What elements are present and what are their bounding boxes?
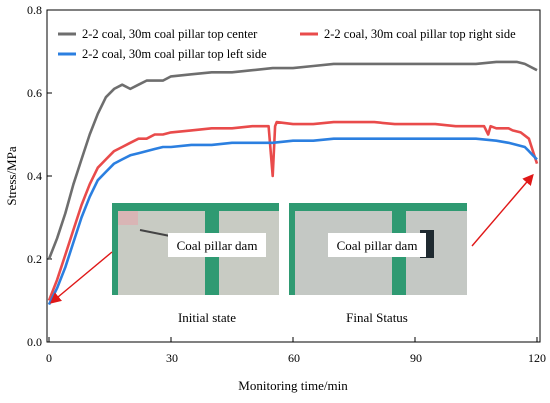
- x-tick-label-120: 120: [528, 351, 546, 365]
- y-tick-label-0.4: 0.4: [27, 169, 42, 183]
- inset-initial-left-green: [112, 203, 118, 295]
- inset-final-left-green: [289, 203, 295, 295]
- x-tick-label-90: 90: [410, 351, 422, 365]
- y-tick-label-0.0: 0.0: [27, 335, 42, 349]
- legend: 2-2 coal, 30m coal pillar top center 2-2…: [58, 27, 516, 61]
- x-tick-label-30: 30: [166, 351, 178, 365]
- inset-final-label-box: [328, 233, 426, 257]
- x-axis-ticks: [48, 337, 538, 342]
- y-tick-label-0.6: 0.6: [27, 86, 42, 100]
- y-axis-title: Stress/MPa: [4, 146, 19, 205]
- legend-label-center: 2-2 coal, 30m coal pillar top center: [82, 27, 258, 41]
- inset-initial-label-box: [168, 233, 266, 257]
- series-layer: [47, 60, 539, 306]
- x-tick-label-0: 0: [46, 351, 52, 365]
- inset-photo-initial: Coal pillar dam: [112, 203, 279, 295]
- legend-label-left: 2-2 coal, 30m coal pillar top left side: [82, 47, 267, 61]
- series-line-right: [47, 120, 539, 301]
- inset-initial-label: Initial state: [178, 310, 236, 325]
- series-line-center: [47, 60, 538, 260]
- x-tick-label-60: 60: [288, 351, 300, 365]
- inset-initial-crack-block: [118, 211, 138, 225]
- legend-label-right: 2-2 coal, 30m coal pillar top right side: [324, 27, 516, 41]
- series-line-left: [47, 137, 538, 306]
- inset-final-label: Final Status: [346, 310, 408, 325]
- arrow-final: [471, 173, 534, 247]
- inset-final-top-green: [289, 203, 467, 211]
- inset-initial-top-green: [112, 203, 279, 211]
- y-tick-label-0.2: 0.2: [27, 252, 42, 266]
- inset-photo-final: Coal pillar dam: [289, 203, 467, 295]
- inset-initial-crack: [139, 229, 171, 237]
- arrow-initial: [49, 251, 113, 304]
- y-tick-label-0.8: 0.8: [27, 3, 42, 17]
- x-axis-title: Monitoring time/min: [238, 378, 348, 393]
- inset-final-text: Coal pillar dam: [337, 238, 418, 253]
- inset-initial-text: Coal pillar dam: [177, 238, 258, 253]
